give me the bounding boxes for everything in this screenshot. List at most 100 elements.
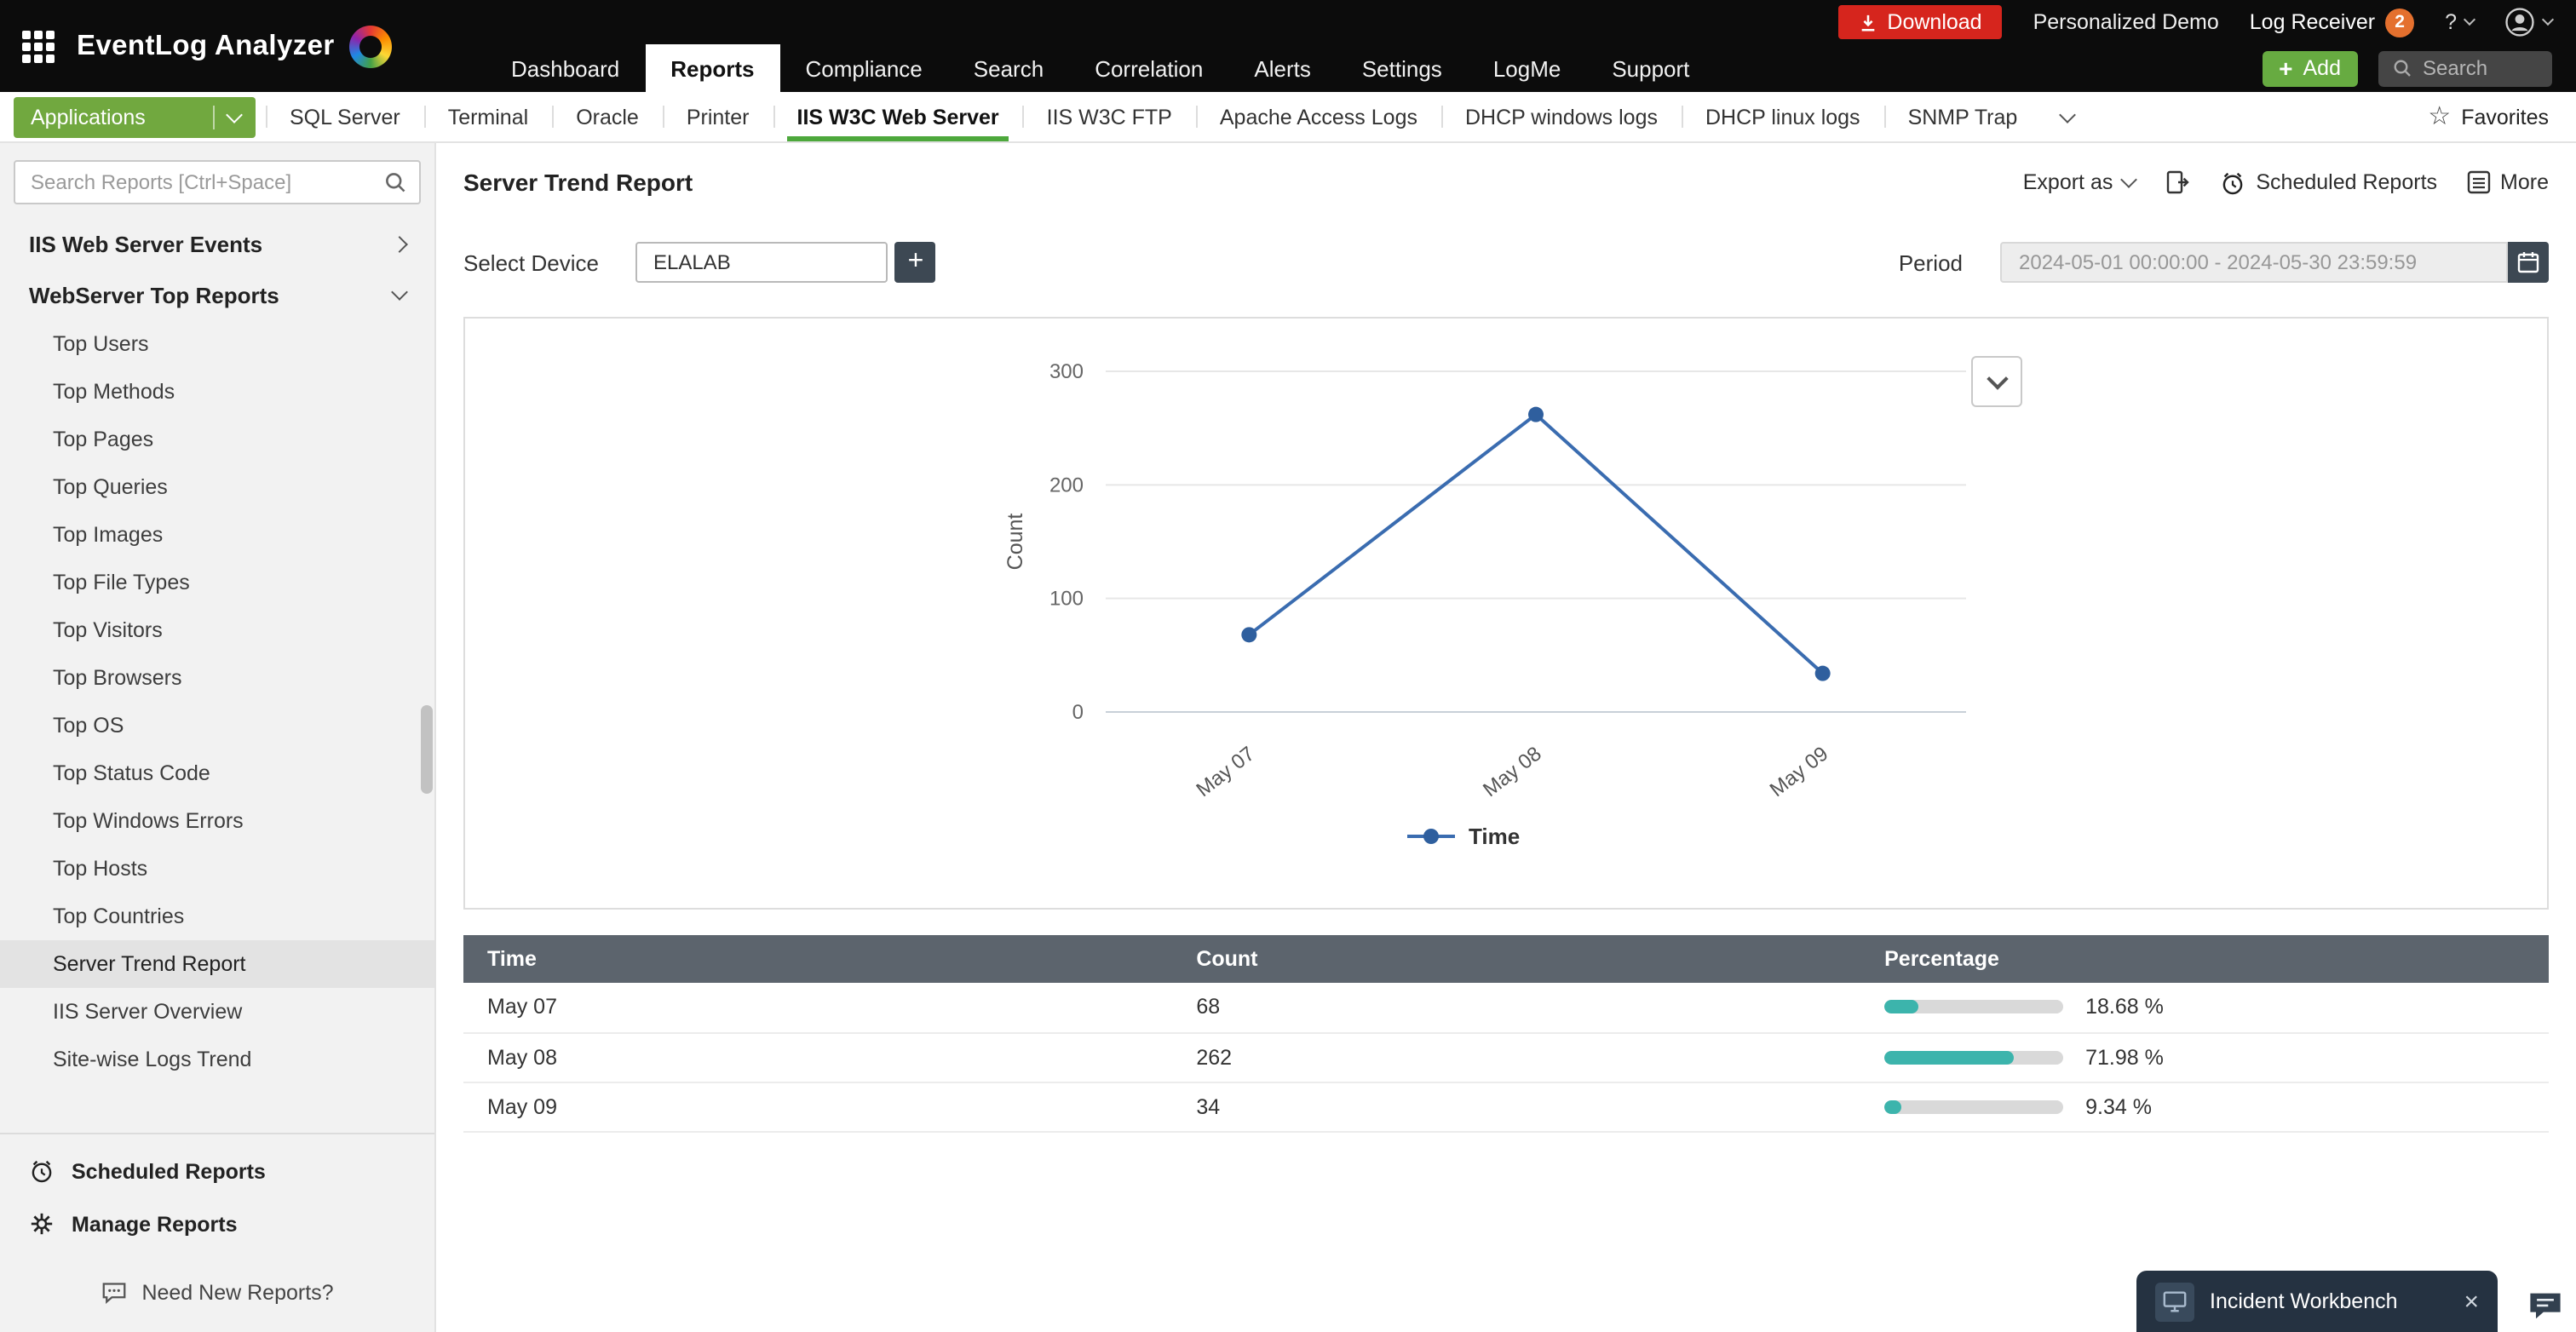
- y-tick-label: 100: [1049, 588, 1084, 611]
- chart-legend[interactable]: Time: [1407, 824, 1520, 849]
- nav-item-settings[interactable]: Settings: [1361, 55, 1442, 81]
- tab-iis-w3c-web-server[interactable]: IIS W3C Web Server: [773, 92, 1023, 141]
- manage-reports-link[interactable]: Manage Reports: [0, 1197, 434, 1250]
- apps-grid-icon[interactable]: [22, 30, 55, 62]
- sidebar-item-top-methods[interactable]: Top Methods: [53, 380, 175, 404]
- incident-workbench-title: Incident Workbench: [2210, 1289, 2398, 1313]
- add-label: Add: [2303, 56, 2342, 80]
- sidebar-item-top-visitors[interactable]: Top Visitors: [53, 618, 163, 642]
- search-icon: [383, 170, 407, 203]
- tab-dhcp-windows-logs[interactable]: DHCP windows logs: [1440, 92, 1682, 141]
- nav-item-compliance[interactable]: Compliance: [805, 55, 923, 81]
- sidebar-item-top-status-code[interactable]: Top Status Code: [53, 761, 210, 785]
- export-document-icon: [2167, 170, 2190, 194]
- tabs-overflow-button[interactable]: [2041, 106, 2094, 123]
- incident-workbench-panel[interactable]: Incident Workbench ×: [2136, 1271, 2498, 1332]
- applications-dropdown-right: [213, 105, 243, 129]
- sidebar-item-top-hosts[interactable]: Top Hosts: [53, 857, 148, 881]
- sidebar-group-label: IIS Web Server Events: [29, 231, 263, 256]
- sidebar-item-top-countries[interactable]: Top Countries: [53, 904, 185, 928]
- sidebar-item-top-users[interactable]: Top Users: [53, 332, 149, 356]
- favorites-button[interactable]: ☆ Favorites: [2428, 104, 2576, 129]
- data-point[interactable]: [1241, 627, 1257, 643]
- trend-line-chart: 300 200 100 0 May 07 May 08 May 09 Count Time: [1003, 360, 1966, 849]
- cell-time: May 08: [463, 1032, 1173, 1082]
- period-range-input[interactable]: 2024-05-01 00:00:00 - 2024-05-30 23:59:5…: [2000, 242, 2508, 283]
- applications-dropdown[interactable]: Applications: [14, 96, 256, 137]
- notification-badge: 2: [2385, 8, 2415, 37]
- alarm-clock-icon: [2223, 171, 2243, 194]
- nav-item-reports[interactable]: Reports: [645, 44, 780, 92]
- cell-time: May 07: [463, 983, 1173, 1033]
- sidebar-item-top-pages[interactable]: Top Pages: [53, 428, 154, 451]
- calendar-button[interactable]: [2508, 242, 2549, 283]
- tab-snmp-trap[interactable]: SNMP Trap: [1883, 92, 2042, 141]
- report-search-input[interactable]: [14, 160, 421, 204]
- sidebar-group-webserver-top-reports[interactable]: WebServer Top Reports: [0, 269, 434, 320]
- log-receiver-link[interactable]: Log Receiver 2: [2250, 8, 2415, 37]
- nav-item-logme[interactable]: LogMe: [1492, 55, 1561, 81]
- sidebar-item-top-browsers[interactable]: Top Browsers: [53, 666, 182, 690]
- sidebar-item-top-os[interactable]: Top OS: [53, 714, 124, 738]
- chart-collapse-button[interactable]: [1971, 356, 2022, 407]
- alarm-clock-icon: [32, 1160, 52, 1183]
- page-title: Server Trend Report: [463, 169, 693, 196]
- close-icon[interactable]: ×: [2464, 1287, 2479, 1316]
- table-row[interactable]: May 09 34 9.34 %: [463, 1082, 2549, 1132]
- personalized-demo-link[interactable]: Personalized Demo: [2033, 10, 2219, 34]
- percentage-bar: [1884, 1050, 2064, 1064]
- scheduled-reports-button[interactable]: Scheduled Reports: [2220, 169, 2437, 195]
- trend-chart-panel: 300 200 100 0 May 07 May 08 May 09 Count Time: [463, 317, 2549, 910]
- scheduled-reports-label: Scheduled Reports: [2256, 170, 2438, 194]
- more-button[interactable]: More: [2466, 170, 2549, 194]
- add-device-button[interactable]: +: [894, 242, 936, 283]
- tab-printer[interactable]: Printer: [662, 92, 773, 141]
- data-point[interactable]: [1528, 406, 1544, 422]
- sidebar-item-top-windows-errors[interactable]: Top Windows Errors: [53, 809, 244, 833]
- cell-count: 68: [1172, 983, 1861, 1033]
- sidebar-group-iis-web-server-events[interactable]: IIS Web Server Events: [0, 218, 434, 269]
- nav-item-dashboard[interactable]: Dashboard: [511, 55, 620, 81]
- tab-apache-access-logs[interactable]: Apache Access Logs: [1195, 92, 1441, 141]
- y-tick-label: 200: [1049, 474, 1084, 497]
- scheduled-reports-link[interactable]: Scheduled Reports: [0, 1145, 434, 1197]
- global-search-input[interactable]: Search: [2378, 50, 2552, 86]
- quick-export-button[interactable]: [2164, 169, 2191, 196]
- sidebar-footer: Scheduled Reports Manage Reports Need Ne…: [0, 1133, 434, 1332]
- data-point[interactable]: [1814, 665, 1831, 681]
- percentage-bar-fill: [1884, 1000, 1918, 1014]
- device-select[interactable]: ELALAB: [635, 242, 888, 283]
- tab-sql-server[interactable]: SQL Server: [266, 92, 424, 141]
- select-device-label: Select Device: [463, 250, 599, 275]
- sidebar-item-top-images[interactable]: Top Images: [53, 523, 164, 547]
- y-tick-label: 300: [1049, 360, 1084, 383]
- cell-percentage: 71.98 %: [1860, 1032, 2549, 1082]
- percentage-label: 9.34 %: [2085, 1094, 2152, 1118]
- export-as-button[interactable]: Export as: [2023, 170, 2138, 194]
- tab-iis-w3c-ftp[interactable]: IIS W3C FTP: [1022, 92, 1196, 141]
- nav-item-search[interactable]: Search: [973, 55, 1044, 81]
- sidebar-item-iis-server-overview[interactable]: IIS Server Overview: [53, 1000, 243, 1024]
- download-button[interactable]: Download: [1837, 5, 2003, 39]
- user-menu[interactable]: [2504, 7, 2555, 37]
- main-nav: Dashboard Reports Compliance Search Correlat…: [486, 44, 1715, 92]
- sidebar-item-site-wise-logs-trend[interactable]: Site-wise Logs Trend: [53, 1048, 252, 1071]
- sidebar-item-top-file-types[interactable]: Top File Types: [53, 571, 190, 594]
- tab-dhcp-linux-logs[interactable]: DHCP linux logs: [1682, 92, 1884, 141]
- help-menu[interactable]: ?: [2445, 10, 2476, 34]
- table-row[interactable]: May 07 68 18.68 %: [463, 983, 2549, 1033]
- sidebar-scrollbar[interactable]: [421, 705, 433, 794]
- sidebar-item-server-trend-report[interactable]: Server Trend Report: [0, 940, 434, 988]
- tab-terminal[interactable]: Terminal: [423, 92, 553, 141]
- nav-item-alerts[interactable]: Alerts: [1254, 55, 1311, 81]
- need-new-reports-link[interactable]: Need New Reports?: [0, 1264, 434, 1322]
- cell-percentage: 9.34 %: [1860, 1082, 2549, 1132]
- topbar: EventLog Analyzer Download Personalized …: [0, 0, 2576, 92]
- tab-oracle[interactable]: Oracle: [552, 92, 663, 141]
- chat-icon[interactable]: [2527, 1289, 2564, 1323]
- nav-item-support[interactable]: Support: [1612, 55, 1690, 81]
- table-row[interactable]: May 08 262 71.98 %: [463, 1032, 2549, 1082]
- sidebar-item-top-queries[interactable]: Top Queries: [53, 475, 168, 499]
- nav-item-correlation[interactable]: Correlation: [1095, 55, 1204, 81]
- add-button[interactable]: + Add: [2262, 50, 2358, 86]
